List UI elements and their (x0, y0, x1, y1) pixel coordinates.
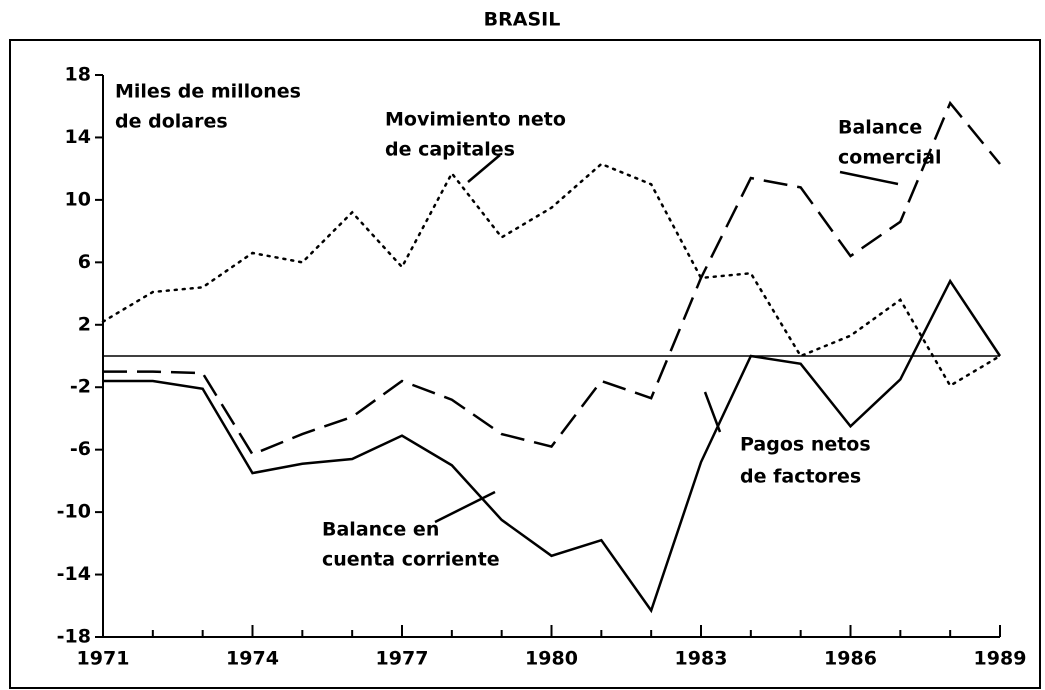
annotation: Pagos netos (740, 434, 871, 456)
y-tick-label: 10 (65, 188, 91, 210)
series-label: Balance (838, 117, 922, 139)
y-axis-label: de dolares (115, 111, 228, 133)
series-label: de capitales (385, 139, 515, 161)
y-tick-label: -10 (57, 501, 91, 523)
y-tick-label: 14 (65, 126, 91, 148)
y-axis-label: Miles de millones (115, 81, 301, 103)
y-tick-label: 6 (78, 251, 91, 273)
x-tick-label: 1980 (525, 648, 578, 670)
series-label: Movimiento neto (385, 109, 566, 131)
y-tick-label: -6 (70, 438, 91, 460)
y-tick-label: -18 (57, 626, 91, 648)
leader-line (839, 170, 899, 186)
series-label: comercial (838, 147, 941, 169)
leader-line (434, 490, 496, 524)
y-tick-label: -2 (70, 376, 91, 398)
series-label: cuenta corriente (322, 549, 500, 571)
x-tick-label: 1974 (226, 648, 279, 670)
x-tick-label: 1989 (974, 648, 1027, 670)
x-tick-label: 1977 (376, 648, 429, 670)
x-tick-label: 1971 (77, 648, 130, 670)
leader-line (467, 154, 501, 183)
y-tick-label: -14 (57, 563, 91, 585)
series-label: Balance en (322, 519, 439, 541)
annotation: de factores (740, 466, 861, 488)
series-line (103, 278, 1002, 614)
y-tick-label: 18 (65, 64, 91, 86)
y-tick-label: 2 (78, 313, 91, 335)
x-tick-label: 1986 (824, 648, 877, 670)
frame (9, 39, 1041, 689)
x-tick-label: 1983 (675, 648, 728, 670)
chart-title: BRASIL (484, 9, 561, 31)
series-line (101, 162, 1002, 388)
series-line (103, 100, 1001, 456)
